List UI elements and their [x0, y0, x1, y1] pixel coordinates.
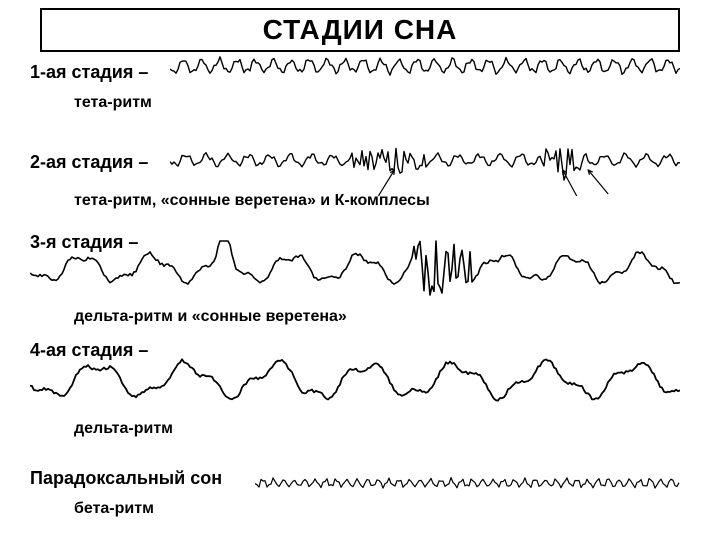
eeg-wave [170, 138, 680, 216]
stage-description: бета-ритм [74, 500, 154, 518]
arrow-annotation [378, 170, 394, 196]
page-title: СТАДИИ СНА [42, 14, 678, 46]
eeg-wave [30, 240, 680, 296]
eeg-wave [170, 48, 680, 84]
stage-label: 1-ая стадия – [30, 62, 148, 83]
title-container: СТАДИИ СНА [40, 8, 680, 52]
stage-description: тета-ритм [74, 94, 152, 112]
stage-label: Парадоксальный сон [30, 468, 222, 489]
stage-label: 2-ая стадия – [30, 152, 148, 173]
eeg-wave [255, 470, 680, 496]
eeg-wave [30, 350, 680, 410]
stage-description: дельта-ритм [74, 420, 173, 438]
stage-description: дельта-ритм и «сонные веретена» [74, 308, 347, 326]
arrow-annotation [588, 170, 608, 194]
arrow-annotation [563, 170, 577, 196]
